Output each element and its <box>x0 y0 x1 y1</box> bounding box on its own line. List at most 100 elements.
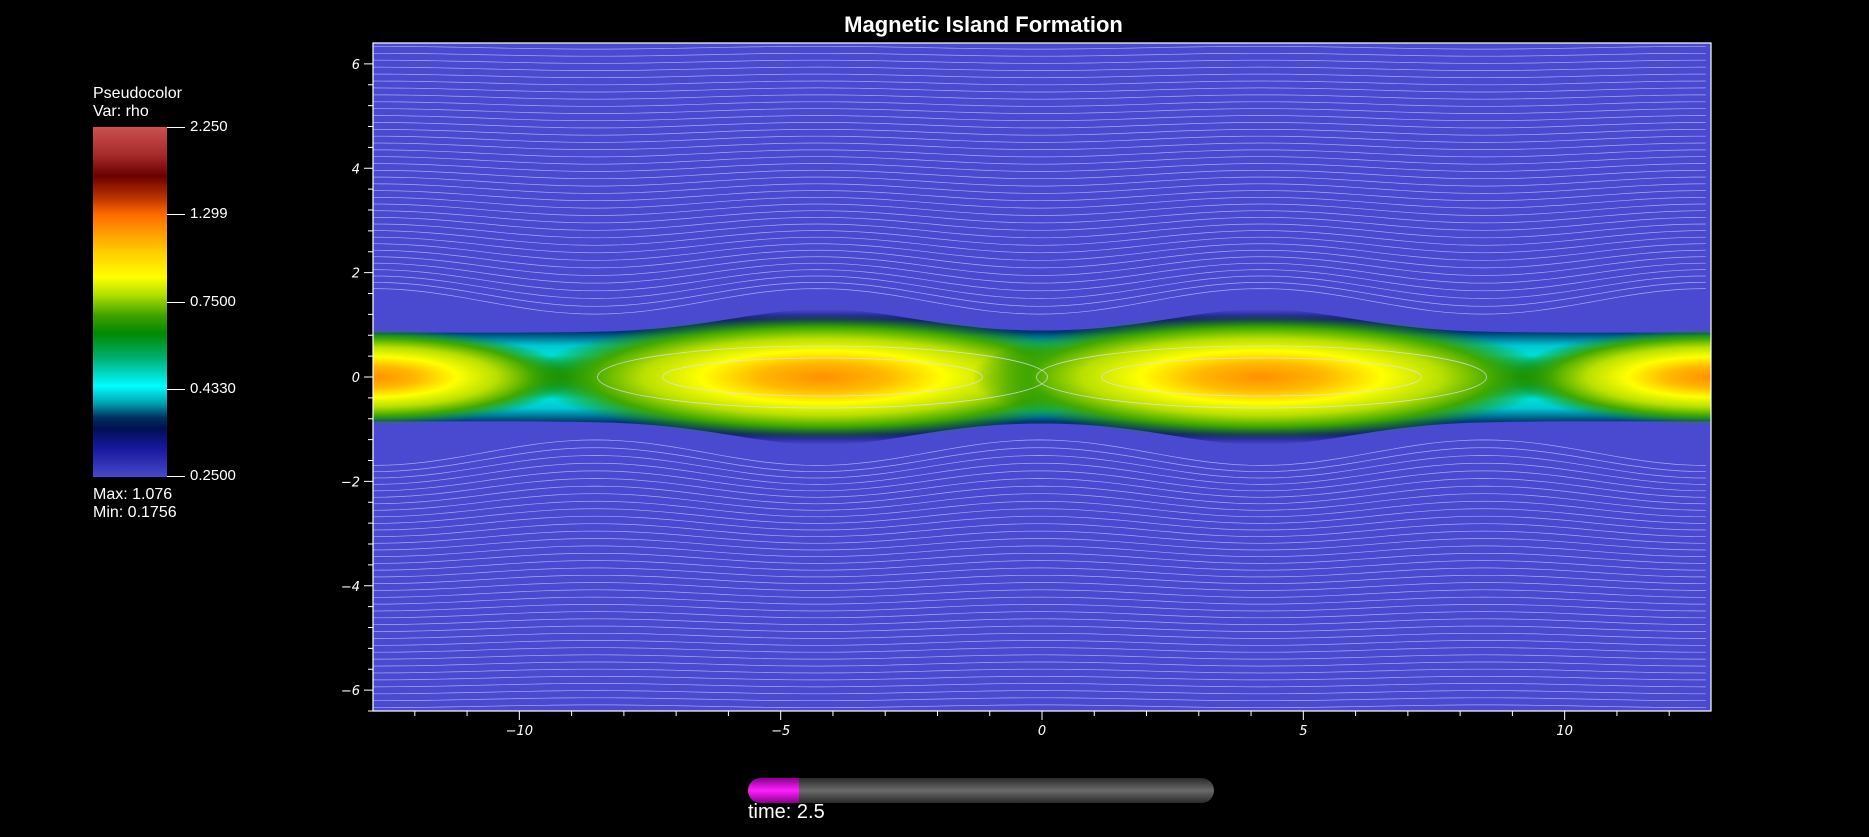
field-line-contour <box>373 439 1706 466</box>
field-line-contour <box>373 618 1706 626</box>
field-line-contour <box>373 478 1706 498</box>
field-line-contour <box>373 712 1706 715</box>
magnetic-island <box>971 315 1552 439</box>
island-contour <box>1036 345 1487 409</box>
field-line-contour <box>373 108 1706 114</box>
colorbar-plot-type: Pseudocolor <box>93 85 182 102</box>
colorbar-label: 0.7500 <box>190 293 236 310</box>
island-contour <box>597 345 1048 409</box>
colorbar-tick <box>167 302 185 303</box>
field-line-contour <box>373 203 1706 216</box>
x-tick-label: −5 <box>771 724 790 739</box>
field-line-contour <box>373 604 1706 612</box>
colorbar-tick <box>167 389 185 390</box>
field-line-contour <box>373 210 1706 224</box>
field-line-contour <box>373 190 1706 202</box>
y-tick-label: 4 <box>352 162 360 177</box>
colorbar-variable: Var: rho <box>93 103 149 120</box>
field-line-contour <box>373 596 1706 605</box>
island-contour <box>1101 357 1422 397</box>
field-line-contour <box>373 560 1706 571</box>
field-line-contour <box>373 39 1706 42</box>
colorbar-tick <box>167 127 185 128</box>
field-line-contour <box>373 66 1706 71</box>
field-line-contour <box>373 647 1706 653</box>
field-line-contour <box>373 216 1706 231</box>
field-line-contour <box>373 196 1706 209</box>
field-line-contour <box>373 59 1706 64</box>
field-line-contour <box>373 447 1706 473</box>
field-line-contour <box>373 156 1706 165</box>
x-tick-label: −10 <box>506 724 533 739</box>
field-line-contour <box>373 668 1706 674</box>
colorbar-tick <box>167 214 185 215</box>
field-line-contour <box>373 508 1706 524</box>
y-tick-label: −4 <box>341 580 360 595</box>
field-line-contour <box>373 654 1706 660</box>
field-line-contour <box>373 288 1706 315</box>
field-line-contour <box>373 281 1706 307</box>
y-tick-label: 0 <box>352 371 360 386</box>
field-line-contour <box>373 135 1706 143</box>
field-line-contour <box>373 704 1706 709</box>
field-line-contour <box>373 94 1706 100</box>
field-line-contour <box>373 115 1706 122</box>
colorbar-max: Max: 1.076 <box>93 486 173 503</box>
field-line-contour <box>373 661 1706 667</box>
field-line-contour <box>373 142 1706 150</box>
field-line-contour <box>373 515 1706 531</box>
field-line-contour <box>373 149 1706 158</box>
field-line-contour <box>373 523 1706 538</box>
field-line-contour <box>373 223 1706 239</box>
field-line-contour <box>373 567 1706 578</box>
field-line-contour <box>373 249 1706 269</box>
field-line-contour <box>373 470 1706 492</box>
time-slider[interactable] <box>748 778 1214 803</box>
field-line-contour <box>373 230 1706 246</box>
field-line-contour <box>373 269 1706 292</box>
field-line-contour <box>373 625 1706 632</box>
field-line-contour <box>373 697 1706 702</box>
colorbar-stats: Max: 1.076 Min: 0.1756 <box>93 486 177 522</box>
magnetic-island <box>1511 329 1711 425</box>
field-line-contour <box>373 73 1706 79</box>
colorbar-label: 0.2500 <box>190 467 236 484</box>
field-line-contour <box>373 101 1706 107</box>
field-line-contour <box>373 632 1706 639</box>
x-tick-label: 5 <box>1299 724 1307 739</box>
field-line-contour <box>373 256 1706 276</box>
field-line-contour <box>373 163 1706 172</box>
magnetic-island <box>532 315 1113 439</box>
field-line-contour <box>373 552 1706 564</box>
colorbar <box>93 127 167 477</box>
time-label: time: 2.5 <box>748 801 825 823</box>
island-contour <box>662 357 983 397</box>
x-tick-label: 0 <box>1038 724 1046 739</box>
field-line-contour <box>373 455 1706 479</box>
y-tick-label: −6 <box>341 684 360 699</box>
chart-title: Magnetic Island Formation <box>844 12 1123 37</box>
field-line-contour <box>373 493 1706 511</box>
field-line-contour <box>373 45 1706 50</box>
y-tick-label: −2 <box>341 475 360 490</box>
colorbar-tick <box>167 476 185 477</box>
colorbar-label: 1.299 <box>190 205 228 222</box>
field-line-contour <box>373 589 1706 598</box>
field-line-contour <box>373 169 1706 180</box>
field-line-contour <box>373 122 1706 129</box>
field-line-contour <box>373 582 1706 591</box>
field-line-contour <box>373 275 1706 299</box>
field-line-contour <box>373 500 1706 518</box>
x-tick-label: 10 <box>1556 724 1573 739</box>
field-line-contour <box>373 690 1706 695</box>
field-line-contour <box>373 183 1706 194</box>
colorbar-label: 2.250 <box>190 118 228 135</box>
field-line-contour <box>373 52 1706 57</box>
field-line-contour <box>373 530 1706 544</box>
field-line-contour <box>373 176 1706 187</box>
field-line-contour <box>373 683 1706 688</box>
colorbar-min: Min: 0.1756 <box>93 504 177 521</box>
magnetic-island <box>373 329 573 425</box>
field-line-contour <box>373 538 1706 551</box>
